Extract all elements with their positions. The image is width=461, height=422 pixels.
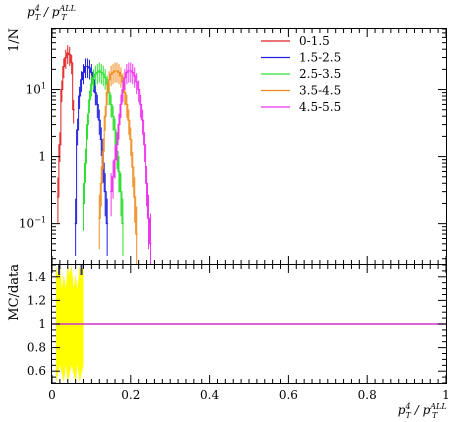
- axis-label-part: p: [27, 5, 35, 19]
- axis-label-part: T: [406, 411, 412, 420]
- series-line: [98, 70, 138, 235]
- axis-label-part: /: [411, 403, 423, 417]
- y-tick-label: 10−1: [19, 216, 46, 231]
- legend-entry: 3.5-4.5: [261, 84, 341, 98]
- axis-label-part: /: [40, 5, 52, 19]
- x-tick-label: 0: [48, 388, 56, 402]
- legend: 0-1.5 1.5-2.5 2.5-3.5 3.5-4.5 4.5-5.5: [261, 34, 341, 114]
- axis-label-part: p: [398, 403, 406, 417]
- axis-label-text: p4 T / pALL T: [27, 4, 76, 22]
- main-y-axis-label: 1/N: [7, 28, 22, 52]
- y-tick-label: 1: [38, 150, 46, 164]
- legend-label: 1.5-2.5: [299, 51, 341, 65]
- x-tick-label: 1: [442, 388, 450, 402]
- ratio-y-tick-label: 0.8: [27, 341, 46, 355]
- axis-label-part: 4: [34, 4, 40, 13]
- ratio-y-axis-ticks: 0.6 0.8 1 1.2 1.4: [27, 264, 446, 384]
- main-plot-frame: [51, 28, 447, 265]
- axis-label-part: T: [432, 411, 438, 420]
- axis-label-part: p: [52, 5, 60, 19]
- legend-label: 0-1.5: [299, 34, 330, 48]
- y-tick-exponent: 1: [41, 82, 46, 91]
- legend-label: 4.5-5.5: [299, 100, 341, 114]
- ratio-y-tick-label: 0.6: [27, 364, 46, 378]
- series-4.5-5.5: [110, 62, 152, 264]
- ratio-panel: 0.60.811.21.4 0 0.2 0.4 0.6 0.8 1 MC/data p4 T…: [7, 264, 450, 420]
- legend-entry: 0-1.5: [261, 34, 330, 48]
- legend-entry: 1.5-2.5: [261, 51, 341, 65]
- bottom-axis-label: p4 T / pALL T: [398, 402, 447, 420]
- x-tick-label: 0.6: [279, 388, 298, 402]
- legend-label: 3.5-4.5: [299, 84, 341, 98]
- x-tick-label: 0.4: [200, 388, 219, 402]
- y-tick-label: 101: [26, 82, 46, 97]
- ratio-y-axis-label: MC/data: [7, 264, 22, 321]
- axis-label-part: p: [423, 403, 431, 417]
- ratio-plot-frame: [51, 264, 447, 384]
- legend-entry: 2.5-3.5: [261, 67, 341, 81]
- main-x-axis-ticks: [51, 29, 447, 264]
- axis-label-part: ALL: [429, 402, 446, 411]
- ratio-y-tick-label: 1.4: [27, 270, 46, 284]
- series-line: [56, 52, 75, 198]
- series-2.5-3.5: [82, 62, 124, 256]
- x-tick-label: 0.2: [121, 388, 140, 402]
- series-line: [110, 70, 152, 245]
- main-series-group: [56, 45, 152, 264]
- y-tick-exponent: −1: [34, 216, 46, 225]
- x-tick-label: 0.8: [358, 388, 377, 402]
- legend-label: 2.5-3.5: [299, 67, 341, 81]
- axis-label-part: ALL: [58, 4, 75, 13]
- axis-label-part: 4: [404, 402, 410, 411]
- series-0-1.5: [56, 45, 75, 223]
- legend-entry: 4.5-5.5: [261, 100, 341, 114]
- ratio-y-tick-label: 1: [38, 317, 46, 331]
- ratio-x-axis-ticks: 0 0.2 0.4 0.6 0.8 1: [48, 265, 450, 402]
- ratio-y-tick-label: 1.2: [27, 293, 46, 307]
- top-axis-label: p4 T / pALL T: [27, 4, 76, 22]
- axis-label-text: p4 T / pALL T: [398, 402, 447, 420]
- series-3.5-4.5: [98, 62, 138, 264]
- axis-label-part: T: [61, 13, 67, 22]
- axis-label-part: T: [35, 13, 41, 22]
